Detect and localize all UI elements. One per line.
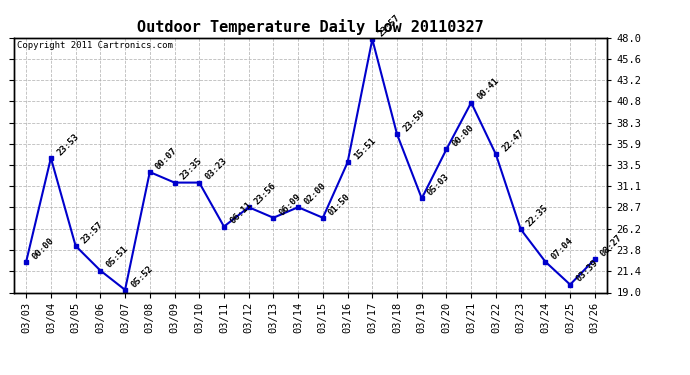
Text: 23:53: 23:53 <box>55 132 81 157</box>
Text: Copyright 2011 Cartronics.com: Copyright 2011 Cartronics.com <box>17 41 172 50</box>
Text: 22:47: 22:47 <box>500 128 526 154</box>
Text: 00:00: 00:00 <box>451 123 476 148</box>
Text: 08:27: 08:27 <box>599 233 624 258</box>
Text: 05:03: 05:03 <box>426 172 451 198</box>
Text: 05:51: 05:51 <box>104 244 130 270</box>
Text: 23:35: 23:35 <box>179 156 204 182</box>
Text: 23:57: 23:57 <box>80 220 105 245</box>
Text: 06:11: 06:11 <box>228 200 253 226</box>
Text: 05:52: 05:52 <box>129 264 155 289</box>
Text: 23:56: 23:56 <box>253 181 278 206</box>
Text: 03:39: 03:39 <box>574 258 600 284</box>
Text: 22:35: 22:35 <box>525 203 550 228</box>
Text: 03:23: 03:23 <box>204 156 229 182</box>
Text: 02:00: 02:00 <box>302 181 328 206</box>
Text: 00:00: 00:00 <box>30 236 56 261</box>
Text: 01:50: 01:50 <box>327 192 353 217</box>
Text: 07:04: 07:04 <box>549 236 575 261</box>
Text: 23:59: 23:59 <box>401 108 426 134</box>
Text: 15:51: 15:51 <box>352 136 377 162</box>
Text: 00:07: 00:07 <box>154 146 179 171</box>
Text: 06:09: 06:09 <box>277 192 303 217</box>
Text: 23:57: 23:57 <box>377 13 402 39</box>
Text: 00:41: 00:41 <box>475 76 501 102</box>
Title: Outdoor Temperature Daily Low 20110327: Outdoor Temperature Daily Low 20110327 <box>137 19 484 35</box>
